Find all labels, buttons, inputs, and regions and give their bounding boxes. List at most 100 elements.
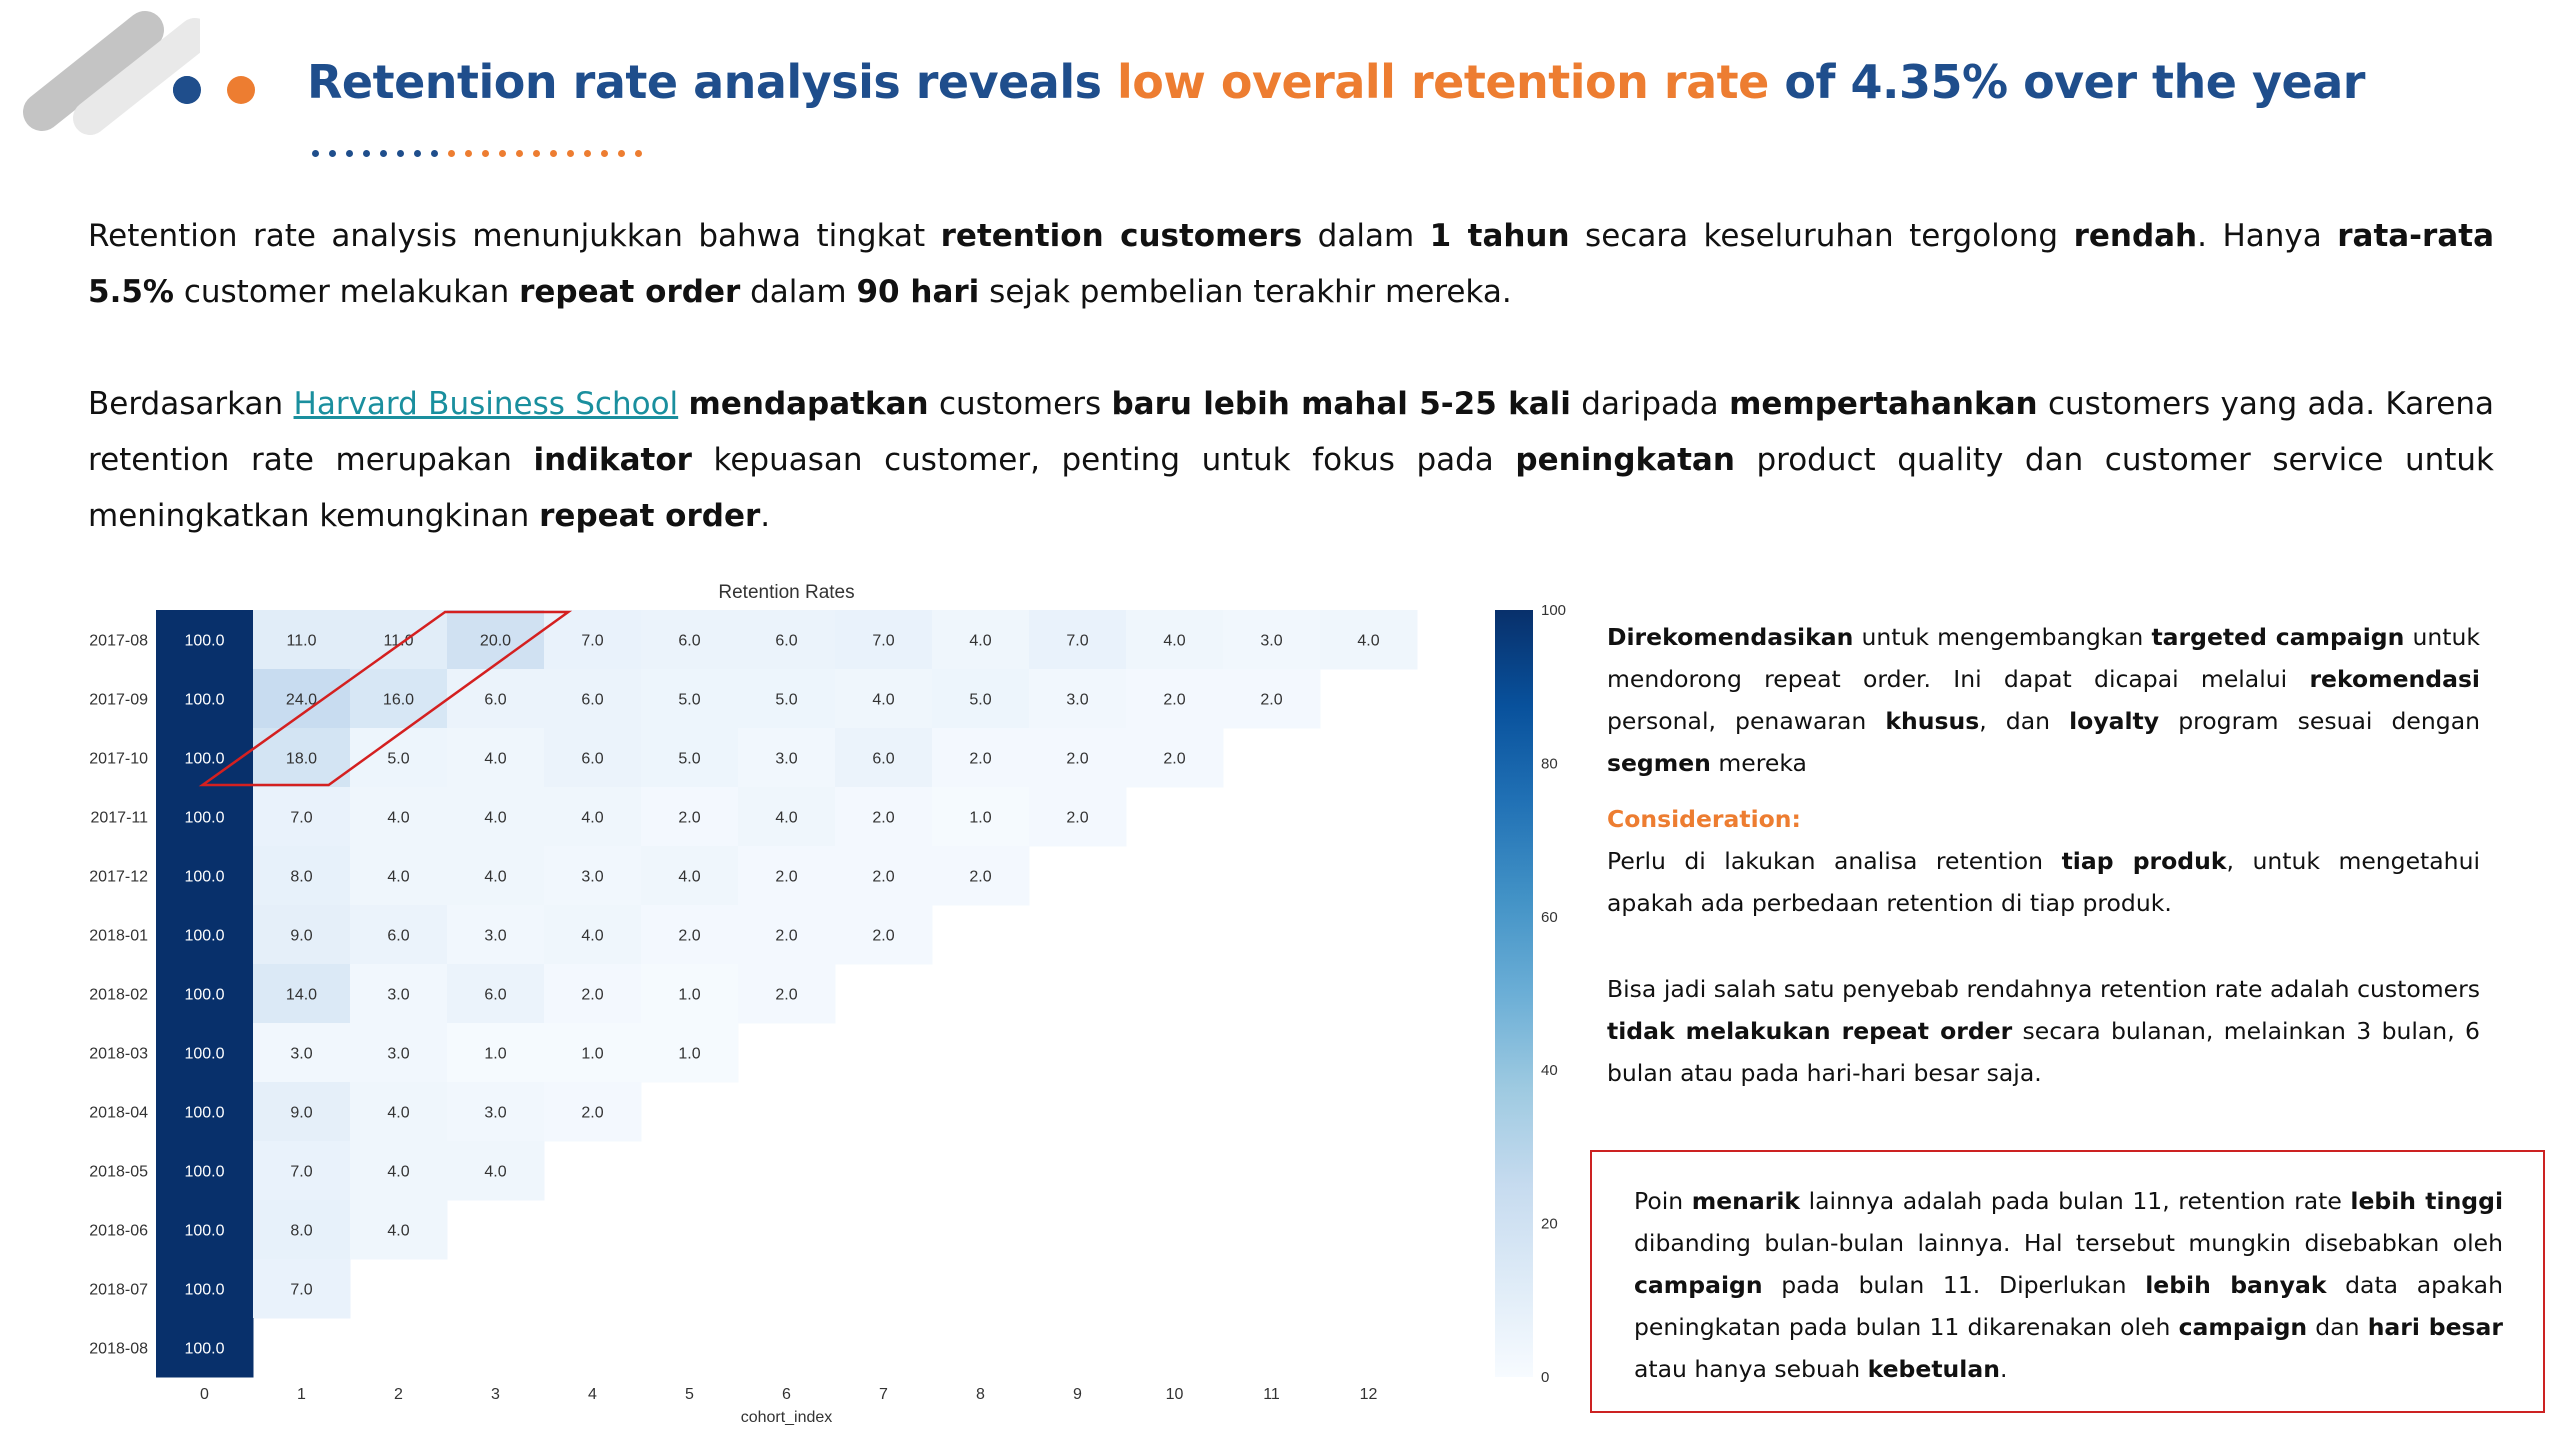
cell-value-label: 3.0 [484,928,506,945]
heatmap-cell [350,964,448,1024]
cell-value-label: 2.0 [775,928,797,945]
heatmap-cell [1029,610,1127,670]
cell-value-label: 2.0 [872,810,894,827]
consideration-text: Consideration: Perlu di lakukan analisa r… [1607,798,2480,924]
x-tick-label: 7 [879,1386,888,1403]
heatmap-cell [447,669,545,729]
cell-value-label: 3.0 [387,1046,409,1063]
cell-value-label: 5.0 [387,751,409,768]
heatmap-cell [156,728,254,788]
cell-value-label: 2.0 [969,751,991,768]
heatmap-cell [350,1200,448,1260]
heatmap-cell [1223,610,1321,670]
cell-value-label: 7.0 [290,810,312,827]
heatmap-cell [641,905,739,965]
harvard-link[interactable]: Harvard Business School [293,386,679,422]
cell-value-label: 100.0 [184,692,224,709]
heatmap-cell [253,846,351,906]
y-tick-label: 2017-09 [89,692,148,709]
cell-value-label: 4.0 [484,869,506,886]
heatmap-cell [932,669,1030,729]
heatmap-cell [932,728,1030,788]
cell-value-label: 4.0 [581,810,603,827]
x-tick-label: 1 [297,1386,306,1403]
cell-value-label: 100.0 [184,751,224,768]
cell-value-label: 100.0 [184,633,224,650]
x-tick-label: 2 [394,1386,403,1403]
cell-value-label: 2.0 [678,928,700,945]
cell-value-label: 100.0 [184,1223,224,1240]
cell-value-label: 4.0 [387,810,409,827]
heatmap-cell [350,1023,448,1083]
colorbar-tick-label: 20 [1541,1216,1558,1233]
heatmap-cell [835,905,933,965]
heatmap-cell [738,905,836,965]
heatmap-cell [641,964,739,1024]
heatmap-cell [544,787,642,847]
cell-value-label: 3.0 [581,869,603,886]
cell-value-label: 1.0 [678,987,700,1004]
x-axis-label: cohort_index [741,1409,833,1426]
cell-value-label: 100.0 [184,869,224,886]
heatmap-cell [1029,669,1127,729]
cell-value-label: 7.0 [290,1164,312,1181]
cell-value-label: 3.0 [484,1105,506,1122]
x-tick-label: 11 [1263,1386,1280,1403]
cell-value-label: 1.0 [969,810,991,827]
cell-value-label: 100.0 [184,1282,224,1299]
heatmap-cell [350,905,448,965]
heatmap-cell [156,1023,254,1083]
heatmap-cell [932,787,1030,847]
colorbar-tick-label: 60 [1541,909,1558,926]
cell-value-label: 7.0 [290,1282,312,1299]
cell-value-label: 4.0 [387,1223,409,1240]
heatmap-cell [253,1082,351,1142]
heatmap-cell [932,846,1030,906]
y-tick-label: 2018-01 [89,928,148,945]
x-tick-label: 12 [1360,1386,1378,1403]
cell-value-label: 6.0 [581,692,603,709]
heatmap-cell [1126,669,1224,729]
heatmap-cell [1029,787,1127,847]
cell-value-label: 2.0 [1163,751,1185,768]
intro-paragraph: Retention rate analysis menunjukkan bahw… [88,218,2494,310]
heatmap-cell [447,1141,545,1201]
y-tick-label: 2018-03 [89,1046,148,1063]
cell-value-label: 4.0 [872,692,894,709]
heatmap-cell [156,1259,254,1319]
heatmap-cell [156,964,254,1024]
y-tick-label: 2018-05 [89,1164,148,1181]
heatmap-cell [447,905,545,965]
cell-value-label: 6.0 [775,633,797,650]
heatmap-cell [350,610,448,670]
heatmap-cell [447,728,545,788]
heatmap-cell [1126,728,1224,788]
heatmap-cell [350,1082,448,1142]
heatmap-cell [447,846,545,906]
cell-value-label: 9.0 [290,928,312,945]
cell-value-label: 4.0 [969,633,991,650]
heatmap-cell [738,964,836,1024]
colorbar-tick-label: 0 [1541,1369,1549,1386]
heatmap-cell [835,728,933,788]
heatmap-cell [253,1200,351,1260]
cell-value-label: 2.0 [581,987,603,1004]
cell-value-label: 24.0 [286,692,317,709]
heatmap-cell [253,787,351,847]
heatmap-cell [1223,669,1321,729]
heatmap-cell [447,787,545,847]
colorbar-tick-label: 40 [1541,1062,1558,1079]
consideration-heading: Consideration: [1607,805,1801,833]
heatmap-cell [253,964,351,1024]
title-underline-dots [312,150,642,166]
heatmap-cell [738,787,836,847]
cell-value-label: 5.0 [678,751,700,768]
cell-value-label: 7.0 [872,633,894,650]
cell-value-label: 2.0 [775,987,797,1004]
cell-value-label: 1.0 [581,1046,603,1063]
heatmap-cell [544,1023,642,1083]
heatmap-cell [156,610,254,670]
heatmap-cell [738,669,836,729]
heatmap-cell [447,1082,545,1142]
heatmap-cell [253,905,351,965]
